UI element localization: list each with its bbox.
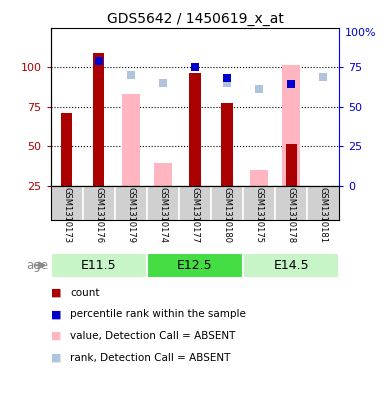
Bar [243, 253, 339, 277]
Text: E11.5: E11.5 [81, 259, 117, 272]
Text: GSM1310178: GSM1310178 [287, 187, 296, 243]
Title: GDS5642 / 1450619_x_at: GDS5642 / 1450619_x_at [106, 13, 284, 26]
Text: E14.5: E14.5 [273, 259, 309, 272]
Bar [61, 113, 73, 185]
Bar [51, 253, 147, 277]
Text: 100%: 100% [345, 28, 377, 37]
Text: GSM1310173: GSM1310173 [62, 187, 71, 243]
Bar [122, 94, 140, 185]
Text: rank, Detection Call = ABSENT: rank, Detection Call = ABSENT [70, 353, 230, 363]
Bar [147, 253, 243, 277]
Bar [93, 53, 105, 185]
Text: ■: ■ [51, 309, 61, 320]
Bar [285, 145, 297, 185]
Text: GSM1310180: GSM1310180 [223, 187, 232, 243]
Bar [222, 103, 233, 185]
Bar [250, 170, 268, 185]
Text: GSM1310181: GSM1310181 [319, 187, 328, 243]
Text: ■: ■ [51, 353, 61, 363]
Text: age: age [26, 259, 48, 272]
Text: ■: ■ [51, 331, 61, 341]
Text: GSM1310177: GSM1310177 [190, 187, 200, 243]
Text: percentile rank within the sample: percentile rank within the sample [70, 309, 246, 320]
Text: count: count [70, 288, 100, 298]
Bar [190, 73, 200, 185]
Text: ■: ■ [51, 288, 61, 298]
Text: GSM1310174: GSM1310174 [158, 187, 167, 243]
Text: value, Detection Call = ABSENT: value, Detection Call = ABSENT [70, 331, 236, 341]
Text: E12.5: E12.5 [177, 259, 213, 272]
Bar [282, 66, 300, 185]
Text: GSM1310176: GSM1310176 [94, 187, 103, 243]
Text: GSM1310175: GSM1310175 [255, 187, 264, 243]
Text: GSM1310179: GSM1310179 [126, 187, 135, 243]
Bar [154, 163, 172, 185]
